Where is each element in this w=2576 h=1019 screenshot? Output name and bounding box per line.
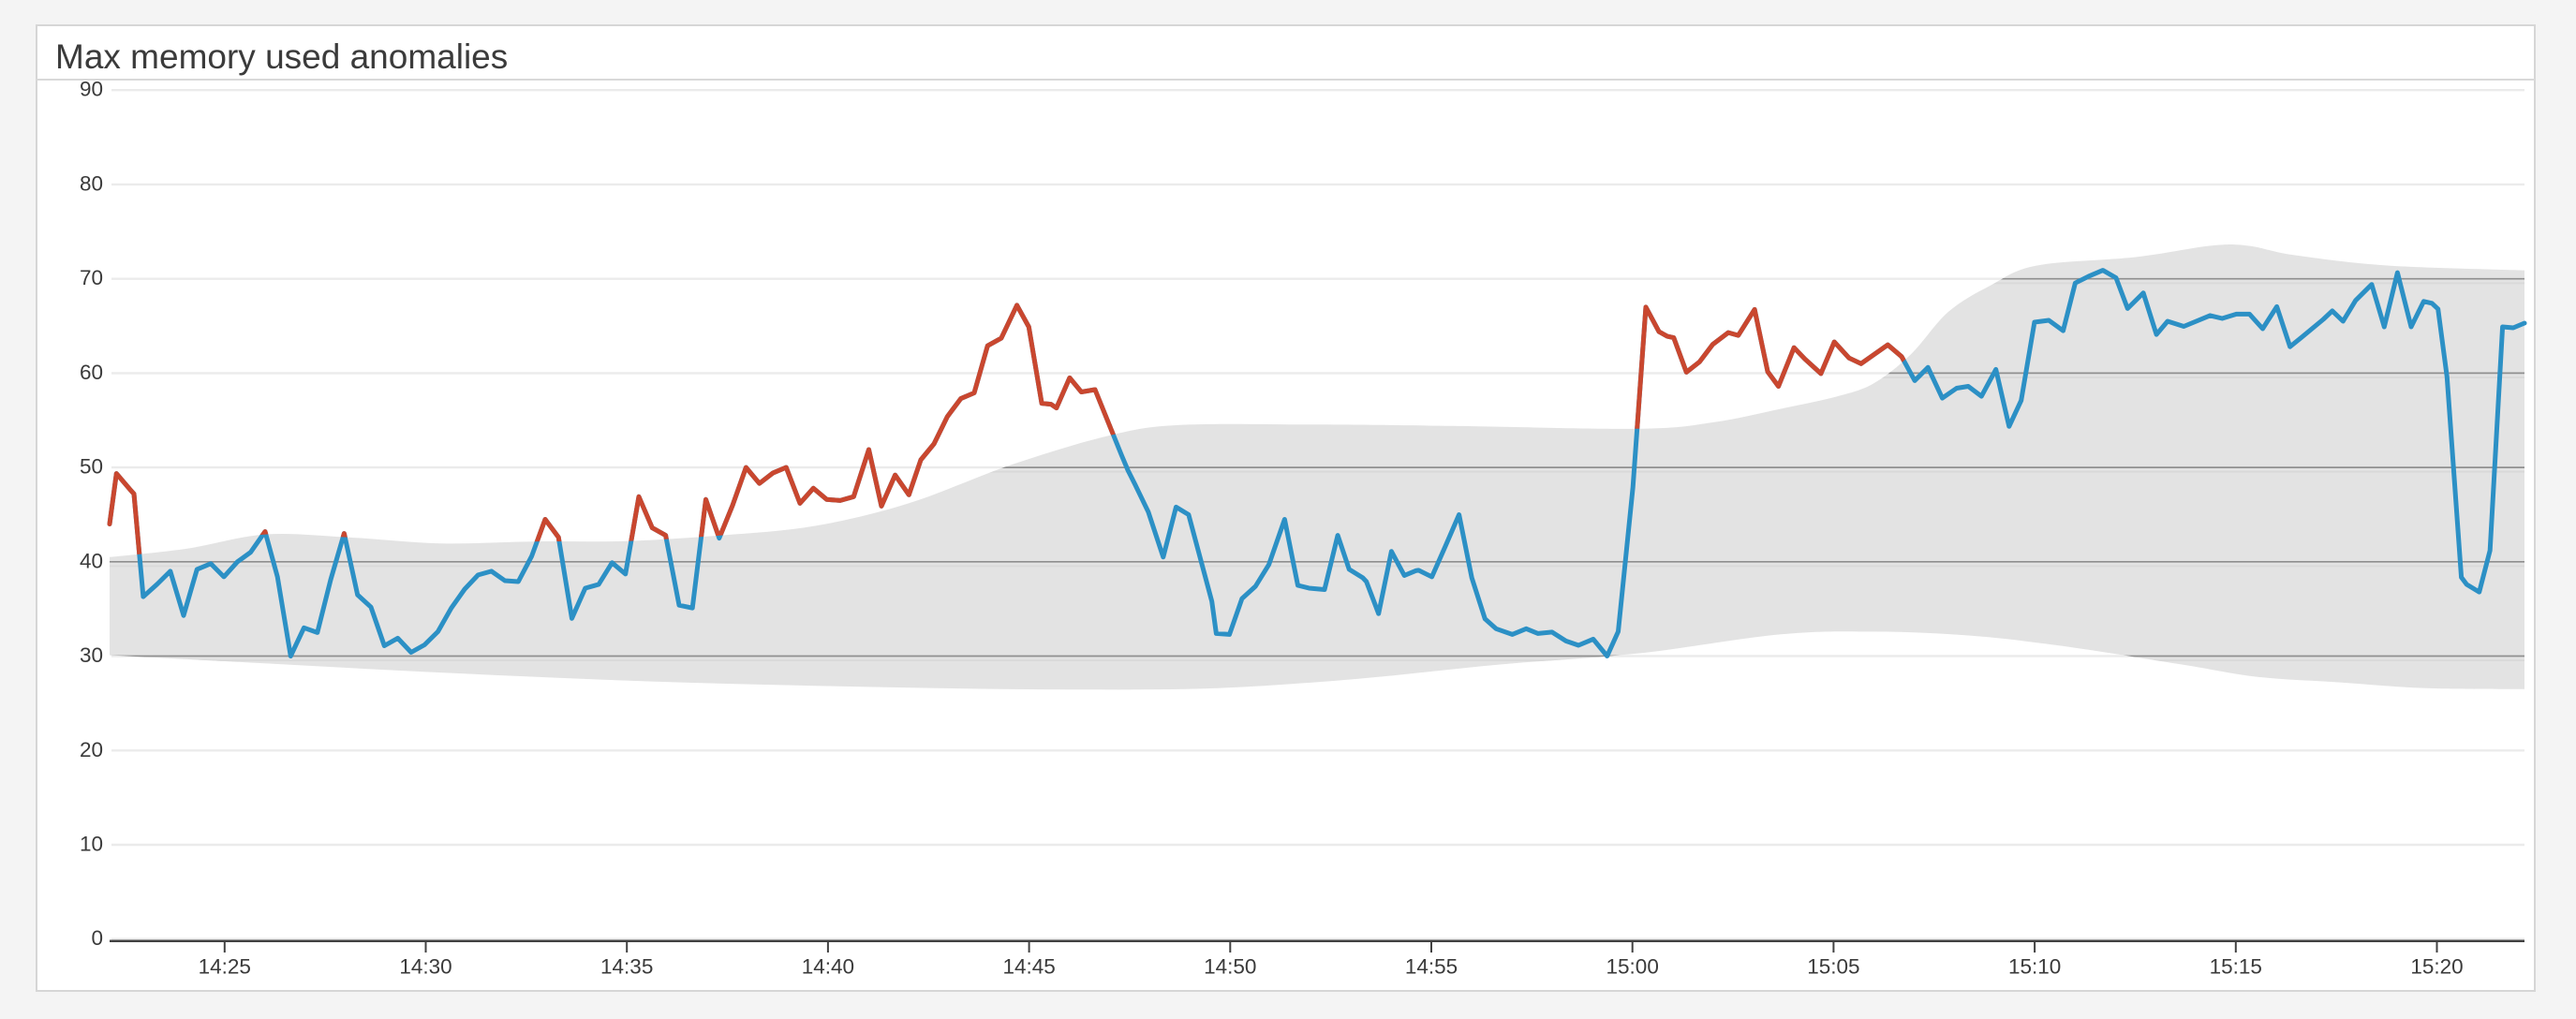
svg-text:15:05: 15:05 — [1807, 955, 1859, 979]
svg-text:14:45: 14:45 — [1002, 955, 1055, 979]
svg-text:40: 40 — [80, 549, 103, 572]
svg-text:70: 70 — [80, 266, 103, 289]
svg-text:60: 60 — [80, 361, 103, 384]
svg-text:14:40: 14:40 — [802, 955, 854, 979]
svg-text:90: 90 — [80, 78, 103, 101]
svg-text:0: 0 — [91, 926, 103, 950]
svg-text:20: 20 — [80, 738, 103, 761]
svg-text:14:50: 14:50 — [1204, 955, 1256, 979]
svg-text:10: 10 — [80, 833, 103, 856]
svg-text:15:10: 15:10 — [2008, 955, 2061, 979]
svg-text:50: 50 — [80, 455, 103, 479]
svg-text:14:55: 14:55 — [1405, 955, 1458, 979]
svg-text:14:25: 14:25 — [199, 955, 251, 979]
svg-text:Max memory used anomalies: Max memory used anomalies — [55, 37, 508, 76]
svg-text:30: 30 — [80, 643, 103, 667]
svg-text:14:30: 14:30 — [399, 955, 452, 979]
svg-text:15:20: 15:20 — [2410, 955, 2463, 979]
svg-text:15:15: 15:15 — [2210, 955, 2262, 979]
svg-text:80: 80 — [80, 171, 103, 195]
svg-text:14:35: 14:35 — [600, 955, 653, 979]
svg-text:15:00: 15:00 — [1606, 955, 1659, 979]
